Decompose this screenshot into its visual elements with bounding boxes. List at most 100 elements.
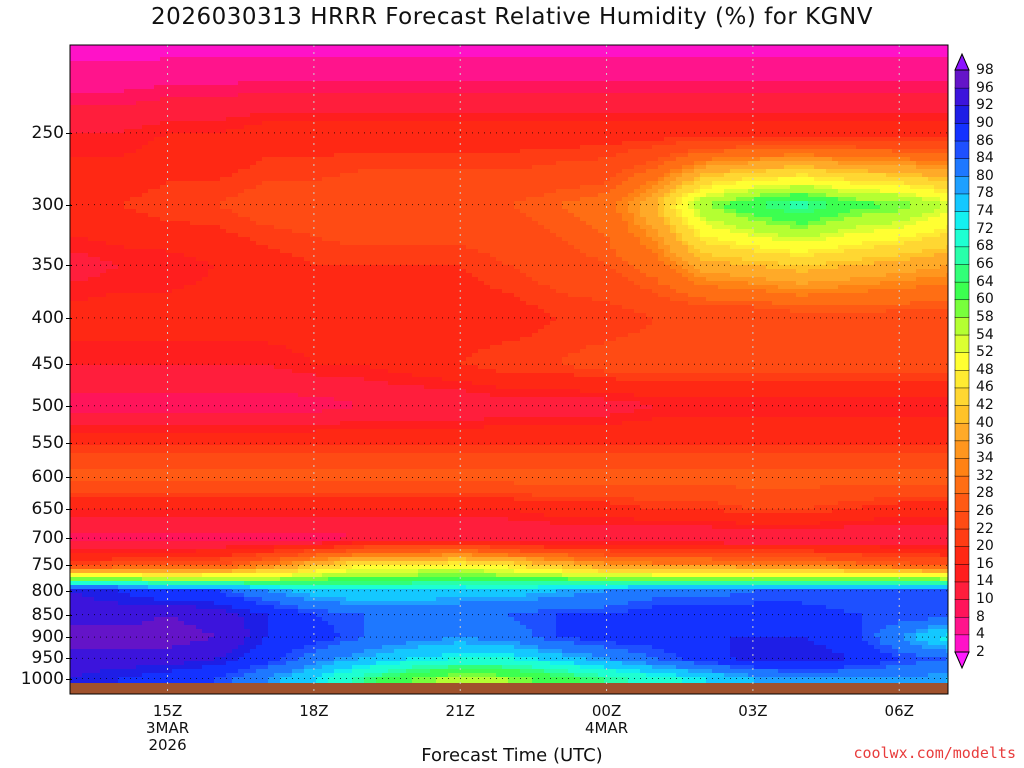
heatmap-cell bbox=[724, 153, 731, 158]
heatmap-cell bbox=[334, 109, 341, 114]
heatmap-cell bbox=[238, 169, 245, 174]
heatmap-cell bbox=[688, 117, 695, 122]
heatmap-cell bbox=[466, 157, 473, 162]
heatmap-cell bbox=[724, 133, 731, 138]
heatmap-cell bbox=[646, 97, 653, 102]
heatmap-cell bbox=[406, 109, 413, 114]
heatmap-cell bbox=[286, 149, 293, 154]
heatmap-cell bbox=[406, 89, 413, 94]
heatmap-cell bbox=[238, 81, 245, 86]
heatmap-cell bbox=[526, 57, 533, 62]
heatmap-cell bbox=[382, 101, 389, 106]
heatmap-cell bbox=[340, 105, 347, 110]
heatmap-cell bbox=[592, 109, 599, 114]
heatmap-cell bbox=[946, 53, 948, 58]
heatmap-cell bbox=[874, 89, 881, 94]
heatmap-cell bbox=[196, 125, 203, 130]
heatmap-cell bbox=[352, 133, 359, 138]
heatmap-cell bbox=[652, 173, 659, 178]
heatmap-cell bbox=[754, 57, 761, 62]
heatmap-cell bbox=[790, 73, 797, 78]
heatmap-cell bbox=[814, 157, 821, 162]
heatmap-cell bbox=[280, 121, 287, 126]
heatmap-cell bbox=[934, 109, 941, 114]
heatmap-cell bbox=[754, 169, 761, 174]
heatmap-cell bbox=[70, 57, 77, 62]
heatmap-cell bbox=[220, 85, 227, 90]
heatmap-cell bbox=[820, 73, 827, 78]
heatmap-cell bbox=[346, 133, 353, 138]
heatmap-cell bbox=[154, 61, 161, 66]
heatmap-cell bbox=[142, 97, 149, 102]
heatmap-cell bbox=[418, 109, 425, 114]
heatmap-cell bbox=[196, 57, 203, 62]
heatmap-cell bbox=[784, 97, 791, 102]
heatmap-cell bbox=[934, 137, 941, 142]
heatmap-cell bbox=[436, 61, 443, 66]
heatmap-cell bbox=[502, 169, 509, 174]
heatmap-cell bbox=[694, 77, 701, 82]
heatmap-cell bbox=[142, 57, 149, 62]
heatmap-cell bbox=[76, 121, 83, 126]
heatmap-cell bbox=[892, 45, 899, 50]
heatmap-cell bbox=[244, 165, 251, 170]
heatmap-cell bbox=[394, 133, 401, 138]
heatmap-cell bbox=[460, 169, 467, 174]
heatmap-cell bbox=[454, 73, 461, 78]
heatmap-cell bbox=[460, 161, 467, 166]
heatmap-cell bbox=[382, 157, 389, 162]
heatmap-cell bbox=[526, 65, 533, 70]
heatmap-cell bbox=[412, 65, 419, 70]
heatmap-cell bbox=[556, 93, 563, 98]
heatmap-cell bbox=[802, 133, 809, 138]
heatmap-cell bbox=[172, 141, 179, 146]
heatmap-cell bbox=[286, 61, 293, 66]
heatmap-cell bbox=[802, 145, 809, 150]
heatmap-cell bbox=[262, 101, 269, 106]
heatmap-cell bbox=[478, 137, 485, 142]
heatmap-cell bbox=[658, 97, 665, 102]
heatmap-cell bbox=[706, 117, 713, 122]
heatmap-cell bbox=[706, 101, 713, 106]
heatmap-cell bbox=[232, 101, 239, 106]
heatmap-cell bbox=[694, 137, 701, 142]
heatmap-cell bbox=[802, 149, 809, 154]
heatmap-cell bbox=[424, 149, 431, 154]
heatmap-cell bbox=[466, 149, 473, 154]
heatmap-cell bbox=[238, 69, 245, 74]
heatmap-cell bbox=[112, 133, 119, 138]
heatmap-cell bbox=[598, 169, 605, 174]
heatmap-cell bbox=[508, 93, 515, 98]
heatmap-cell bbox=[910, 121, 917, 126]
heatmap-cell bbox=[760, 129, 767, 134]
heatmap-cell bbox=[112, 73, 119, 78]
heatmap-cell bbox=[232, 45, 239, 50]
heatmap-cell bbox=[358, 109, 365, 114]
heatmap-cell bbox=[586, 105, 593, 110]
heatmap-cell bbox=[676, 117, 683, 122]
heatmap-cell bbox=[124, 141, 131, 146]
heatmap-cell bbox=[430, 133, 437, 138]
heatmap-cell bbox=[676, 169, 683, 174]
heatmap-cell bbox=[844, 161, 851, 166]
heatmap-cell bbox=[550, 73, 557, 78]
heatmap-cell bbox=[922, 49, 929, 54]
heatmap-cell bbox=[610, 109, 617, 114]
heatmap-cell bbox=[586, 109, 593, 114]
heatmap-cell bbox=[886, 61, 893, 66]
heatmap-cell bbox=[682, 141, 689, 146]
heatmap-cell bbox=[334, 169, 341, 174]
heatmap-cell bbox=[406, 73, 413, 78]
heatmap-cell bbox=[268, 49, 275, 54]
heatmap-cell bbox=[328, 73, 335, 78]
heatmap-cell bbox=[610, 61, 617, 66]
heatmap-cell bbox=[346, 97, 353, 102]
heatmap-cell bbox=[742, 133, 749, 138]
heatmap-cell bbox=[826, 157, 833, 162]
heatmap-cell bbox=[250, 129, 257, 134]
heatmap-cell bbox=[616, 169, 623, 174]
heatmap-cell bbox=[892, 125, 899, 130]
heatmap-cell bbox=[904, 133, 911, 138]
heatmap-cell bbox=[808, 105, 815, 110]
heatmap-cell bbox=[70, 177, 77, 182]
